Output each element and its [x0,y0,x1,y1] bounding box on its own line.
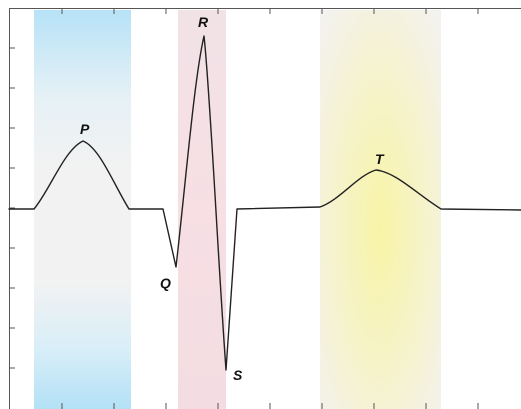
ecg-trace [8,35,521,371]
q-point-label: Q [160,275,171,291]
p-wave-label: P [80,121,90,137]
s-point-label: S [233,367,243,383]
t-wave-band [320,10,441,409]
qrs-complex-band [178,10,226,409]
r-peak-label: R [198,14,209,30]
bottom-axis-ticks [61,403,479,409]
top-axis-ticks [9,8,521,14]
p-wave-band [34,10,131,409]
t-wave-label: T [375,151,385,167]
